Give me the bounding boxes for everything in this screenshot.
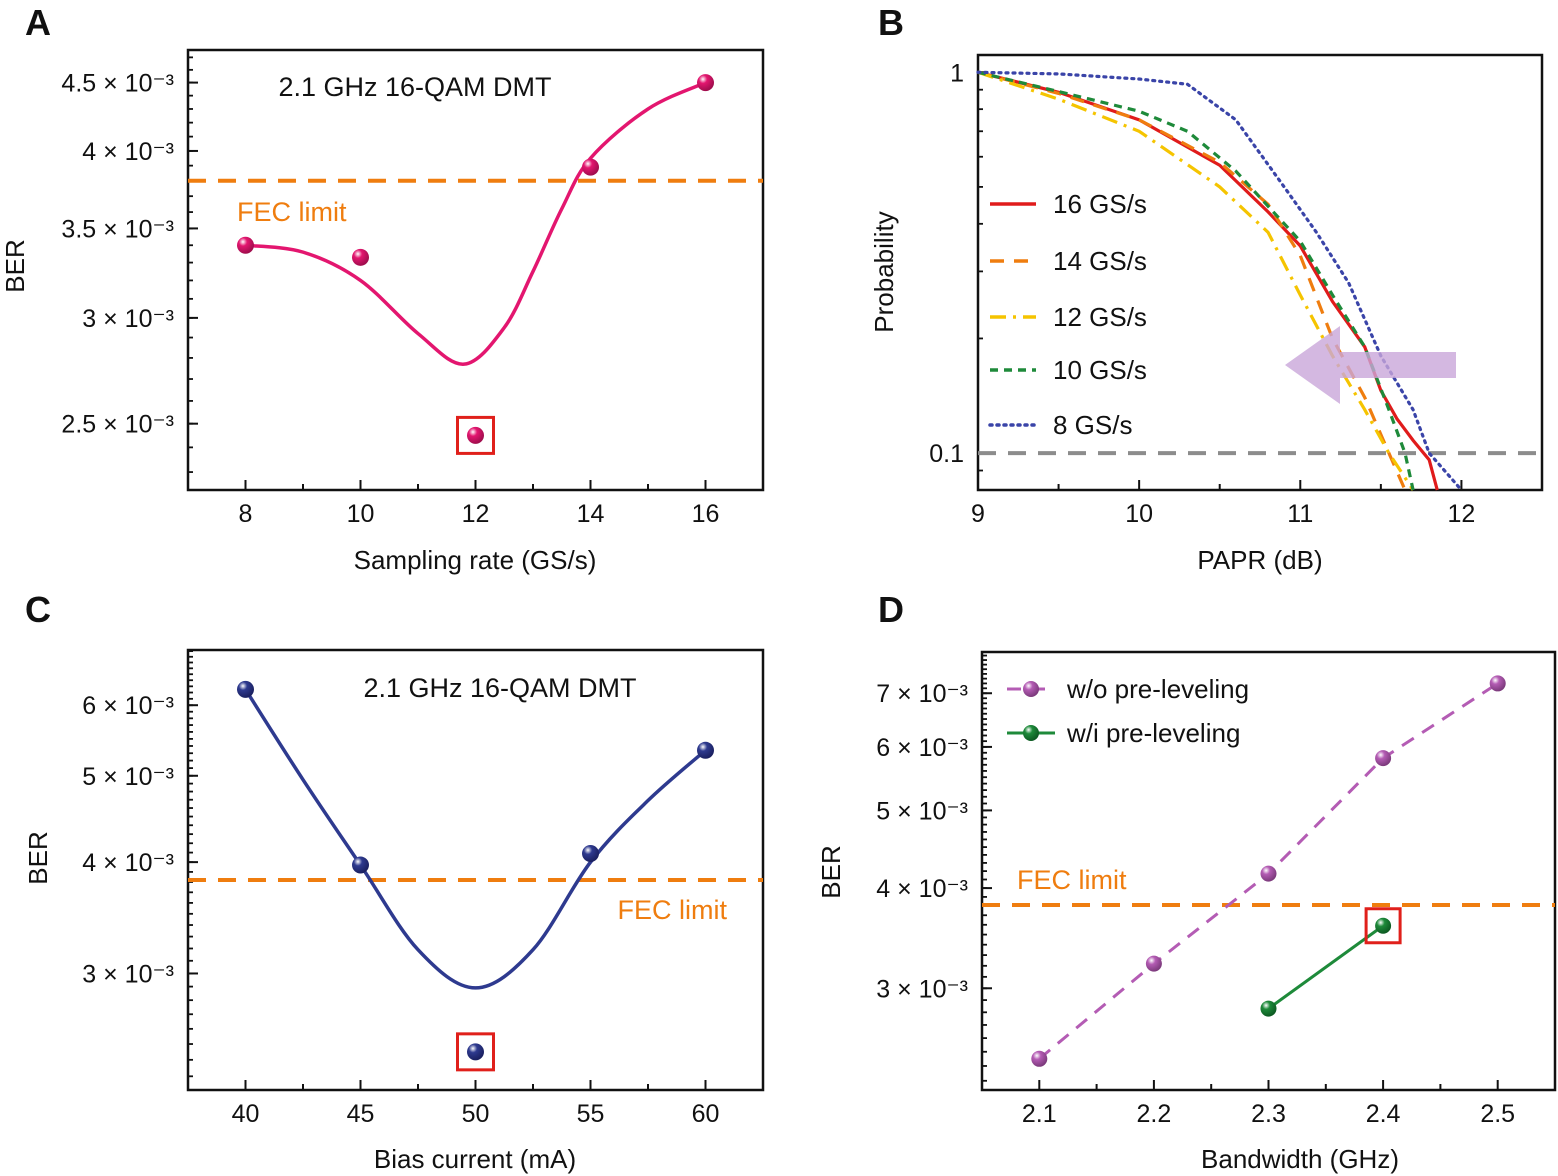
legend-label: 8 GS/s [1053, 410, 1132, 440]
x-tick-label: 8 [239, 500, 253, 528]
data-point [1145, 955, 1162, 972]
data-point [1489, 675, 1506, 692]
y-tick-label: 4 × 10⁻³ [82, 849, 174, 877]
x-tick-label: 10 [347, 500, 375, 528]
annotation: 2.1 GHz 16-QAM DMT [363, 673, 636, 703]
series-line [977, 70, 1415, 491]
data-point [467, 426, 484, 444]
legend-label: 12 GS/s [1053, 302, 1147, 332]
data-point [697, 74, 714, 92]
x-tick-label: 2.4 [1366, 1100, 1401, 1128]
x-axis-label: Bias current (mA) [374, 1144, 576, 1174]
x-tick-label: 9 [971, 500, 985, 528]
x-tick-label: 2.5 [1480, 1100, 1515, 1128]
plot-frame-C [186, 648, 765, 1092]
data-point [352, 856, 369, 874]
y-tick-label: 4 × 10⁻³ [876, 875, 968, 903]
highlight-box [1364, 907, 1402, 945]
y-tick-label: 1 [950, 59, 964, 87]
x-tick-label: 50 [462, 1100, 490, 1128]
fec-limit-label: FEC limit [237, 197, 347, 227]
y-tick-label: 4.5 × 10⁻³ [61, 70, 174, 98]
series-line [977, 70, 1415, 491]
y-tick-label: 3 × 10⁻³ [82, 960, 174, 988]
y-axis-label: BER [0, 239, 30, 292]
panel-letter-B: B [878, 2, 904, 43]
x-tick-label: 40 [232, 1100, 260, 1128]
annotation: 2.1 GHz 16-QAM DMT [278, 72, 551, 102]
legend-marker [1023, 725, 1039, 741]
x-tick-label: 12 [1448, 500, 1476, 528]
fit-curve [245, 80, 707, 366]
y-tick-label: 4 × 10⁻³ [82, 138, 174, 166]
y-tick-label: 3 × 10⁻³ [876, 975, 968, 1003]
x-tick-label: 55 [577, 1100, 605, 1128]
x-tick-label: 11 [1287, 500, 1313, 528]
data-point [1375, 750, 1392, 767]
data-point [237, 236, 254, 254]
legend-label: 14 GS/s [1053, 246, 1147, 276]
series-line [1267, 924, 1384, 1010]
data-point [1031, 1050, 1048, 1067]
highlight-box [456, 415, 495, 455]
highlight-box [456, 1032, 495, 1072]
x-tick-label: 10 [1125, 500, 1153, 528]
x-tick-label: 2.3 [1251, 1100, 1286, 1128]
y-axis-label: Probability [869, 211, 899, 332]
data-point [1260, 1000, 1277, 1017]
fit-curve [244, 688, 707, 990]
panel-letter-C: C [25, 589, 51, 630]
x-tick-label: 2.1 [1022, 1100, 1057, 1128]
data-point [582, 845, 599, 863]
x-tick-label: 16 [692, 500, 720, 528]
y-axis-label: BER [23, 831, 53, 884]
data-point [582, 158, 599, 176]
y-tick-label: 7 × 10⁻³ [876, 680, 968, 708]
data-point [1375, 917, 1392, 934]
legend-marker [1023, 681, 1039, 697]
legend-label: 16 GS/s [1053, 189, 1147, 219]
y-axis-label: BER [816, 845, 846, 898]
fec-limit-label: FEC limit [1017, 865, 1127, 895]
panel-letter-A: A [25, 2, 51, 43]
y-tick-label: 5 × 10⁻³ [82, 763, 174, 791]
y-tick-label: 0.1 [929, 440, 964, 468]
y-tick-label: 3.5 × 10⁻³ [61, 215, 174, 243]
panel-letter-D: D [878, 589, 904, 630]
data-point [352, 248, 369, 266]
y-tick-label: 5 × 10⁻³ [876, 797, 968, 825]
x-tick-label: 45 [347, 1100, 375, 1128]
data-point [467, 1043, 484, 1061]
legend-label: w/o pre-leveling [1066, 674, 1249, 704]
y-tick-label: 3 × 10⁻³ [82, 305, 174, 333]
fec-limit-label: FEC limit [618, 895, 728, 925]
plot-frame-A [186, 48, 765, 492]
data-point [237, 680, 254, 698]
x-tick-label: 2.2 [1137, 1100, 1172, 1128]
arrow-left-icon [1285, 326, 1456, 404]
x-tick-label: 14 [577, 500, 605, 528]
x-axis-label: Bandwidth (GHz) [1201, 1144, 1399, 1174]
data-point [1260, 865, 1277, 882]
y-tick-label: 2.5 × 10⁻³ [61, 411, 174, 439]
series-line [976, 70, 1464, 492]
y-tick-label: 6 × 10⁻³ [82, 692, 174, 720]
series-line [977, 70, 1439, 491]
legend-label: 10 GS/s [1053, 355, 1147, 385]
legend-label: w/i pre-leveling [1066, 718, 1240, 748]
x-tick-label: 12 [462, 500, 490, 528]
y-tick-label: 6 × 10⁻³ [876, 734, 968, 762]
series-line [977, 70, 1407, 491]
x-axis-label: Sampling rate (GS/s) [354, 545, 597, 575]
data-point [697, 741, 714, 759]
plot-frame-B [976, 53, 1544, 492]
x-axis-label: PAPR (dB) [1197, 545, 1322, 575]
x-tick-label: 60 [692, 1100, 720, 1128]
